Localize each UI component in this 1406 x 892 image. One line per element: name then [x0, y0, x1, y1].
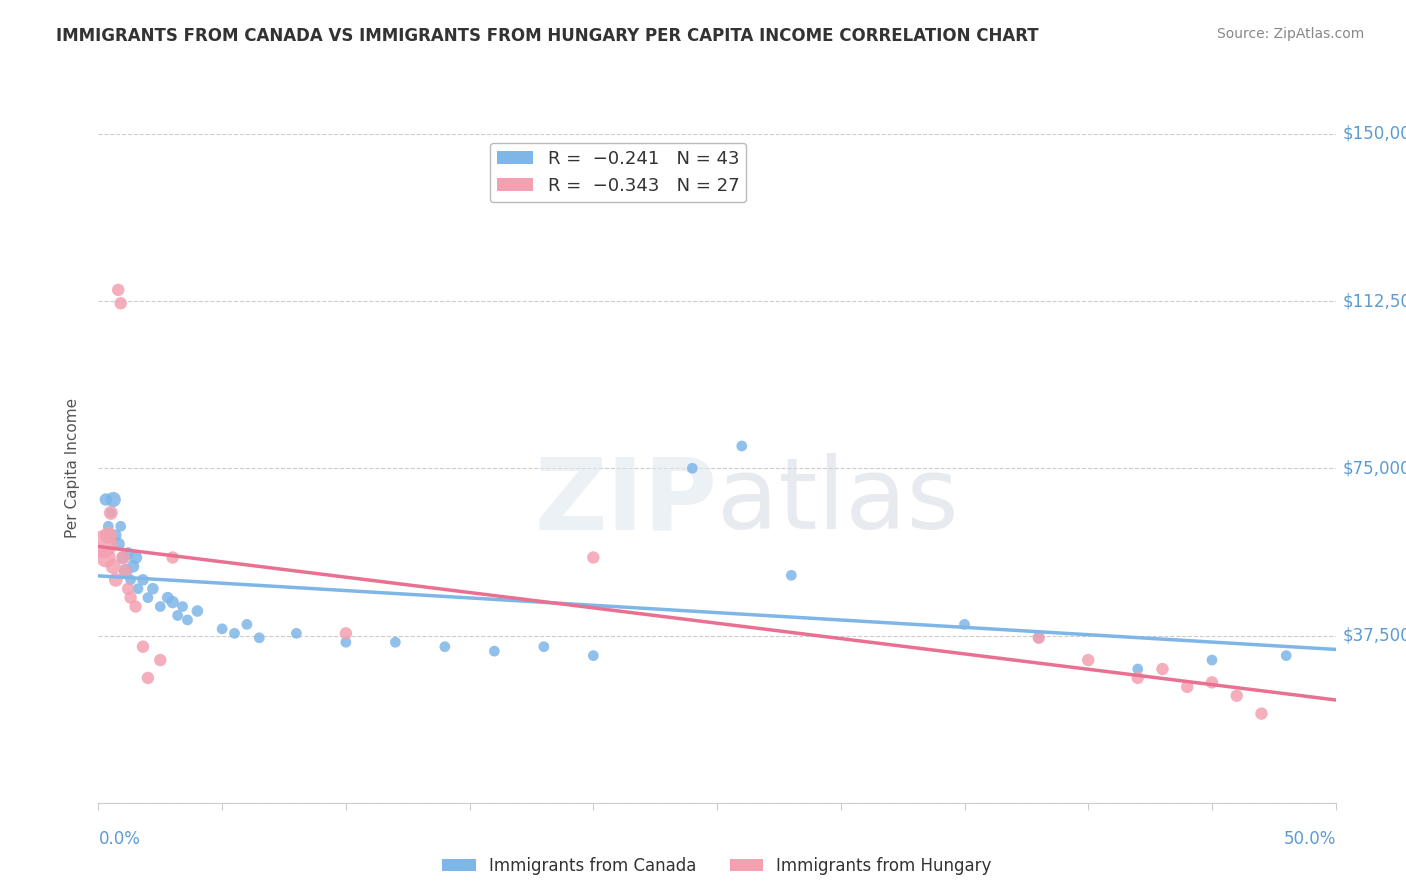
Point — [1201, 675, 1223, 690]
Point — [1126, 671, 1149, 685]
Point — [132, 573, 155, 587]
Point — [780, 568, 803, 582]
Point — [224, 626, 246, 640]
Point — [100, 506, 122, 520]
Point — [114, 564, 136, 578]
Point — [114, 564, 136, 578]
Point — [582, 550, 605, 565]
Point — [136, 671, 159, 685]
Point — [104, 528, 127, 542]
Point — [120, 591, 142, 605]
Point — [149, 599, 172, 614]
Point — [112, 550, 135, 565]
Point — [1275, 648, 1298, 663]
Point — [149, 653, 172, 667]
Point — [236, 617, 259, 632]
Point — [110, 519, 132, 533]
Text: $150,000: $150,000 — [1343, 125, 1406, 143]
Point — [97, 519, 120, 533]
Point — [186, 604, 208, 618]
Point — [107, 537, 129, 551]
Point — [117, 546, 139, 560]
Point — [127, 582, 149, 596]
Text: atlas: atlas — [717, 453, 959, 550]
Point — [681, 461, 703, 475]
Point — [1028, 631, 1050, 645]
Point — [533, 640, 555, 654]
Text: IMMIGRANTS FROM CANADA VS IMMIGRANTS FROM HUNGARY PER CAPITA INCOME CORRELATION : IMMIGRANTS FROM CANADA VS IMMIGRANTS FRO… — [56, 27, 1039, 45]
Point — [1201, 653, 1223, 667]
Point — [103, 559, 125, 574]
Point — [136, 591, 159, 605]
Point — [107, 283, 129, 297]
Point — [953, 617, 976, 632]
Point — [1250, 706, 1272, 721]
Point — [731, 439, 754, 453]
Point — [124, 599, 146, 614]
Point — [1226, 689, 1249, 703]
Point — [94, 550, 117, 565]
Text: $75,000: $75,000 — [1343, 459, 1406, 477]
Point — [132, 640, 155, 654]
Point — [104, 573, 127, 587]
Point — [484, 644, 506, 658]
Point — [211, 622, 233, 636]
Point — [285, 626, 308, 640]
Point — [122, 559, 145, 574]
Point — [384, 635, 406, 649]
Point — [120, 573, 142, 587]
Point — [1126, 662, 1149, 676]
Point — [335, 626, 357, 640]
Text: $37,500: $37,500 — [1343, 626, 1406, 645]
Text: 0.0%: 0.0% — [98, 830, 141, 847]
Point — [162, 595, 184, 609]
Y-axis label: Per Capita Income: Per Capita Income — [65, 398, 80, 539]
Point — [117, 582, 139, 596]
Point — [582, 648, 605, 663]
Point — [94, 492, 117, 507]
Point — [1152, 662, 1174, 676]
Point — [176, 613, 198, 627]
Point — [166, 608, 188, 623]
Text: Source: ZipAtlas.com: Source: ZipAtlas.com — [1216, 27, 1364, 41]
Text: ZIP: ZIP — [534, 453, 717, 550]
Point — [142, 582, 165, 596]
Text: $112,500: $112,500 — [1343, 292, 1406, 310]
Point — [112, 550, 135, 565]
Point — [335, 635, 357, 649]
Point — [433, 640, 456, 654]
Legend: Immigrants from Canada, Immigrants from Hungary: Immigrants from Canada, Immigrants from … — [436, 850, 998, 881]
Point — [100, 506, 122, 520]
Text: 50.0%: 50.0% — [1284, 830, 1336, 847]
Point — [162, 550, 184, 565]
Point — [156, 591, 179, 605]
Point — [1028, 631, 1050, 645]
Point — [124, 550, 146, 565]
Point — [93, 537, 115, 551]
Point — [172, 599, 194, 614]
Point — [247, 631, 270, 645]
Point — [110, 296, 132, 310]
Point — [97, 528, 120, 542]
Point — [1077, 653, 1099, 667]
Point — [1175, 680, 1198, 694]
Point — [103, 492, 125, 507]
